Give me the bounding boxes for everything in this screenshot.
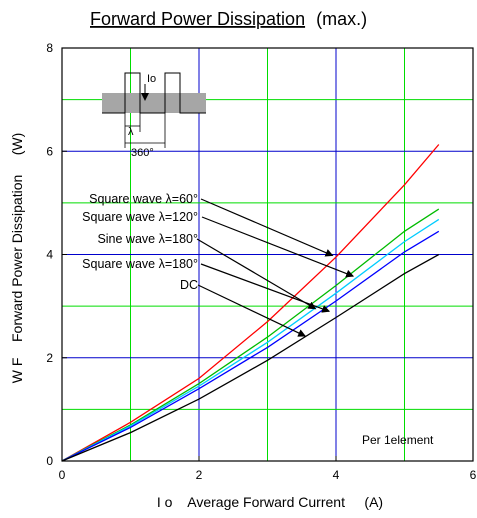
y-tick-label: 4 — [46, 248, 53, 262]
inset-pulse-waveform — [102, 72, 206, 114]
waveform-inset: Io λ 360° — [102, 72, 206, 159]
plot-frame — [61, 47, 474, 462]
y-tick-label: 2 — [46, 351, 53, 365]
curve-annotations: Square wave λ=60° Square wave λ=120° Sine … — [82, 192, 355, 337]
series-line-2 — [61, 208, 440, 462]
series-lines — [61, 144, 440, 462]
annotation-label-1: Square wave λ=60° — [89, 192, 198, 206]
y-axis-label: W F Forward Power Dissipation (W) — [9, 133, 25, 383]
inset-io-label: Io — [147, 73, 156, 85]
series-line-5 — [61, 253, 440, 462]
series-line-1 — [61, 144, 440, 462]
x-tick-label: 4 — [333, 468, 340, 482]
inset-bar — [102, 93, 206, 113]
per-element-note: Per 1element — [362, 433, 434, 447]
inset-lambda-label: λ — [128, 126, 134, 138]
annotation-label-5: DC — [180, 278, 198, 292]
x-tick-label: 0 — [59, 468, 66, 482]
y-tick-label: 0 — [46, 454, 53, 468]
x-axis-label: I o Average Forward Current (A) — [157, 494, 383, 510]
annotation-arrow-5 — [197, 284, 307, 337]
annotation-label-4: Square wave λ=180° — [82, 257, 198, 271]
inset-360-label: 360° — [131, 147, 154, 159]
chart-title-main: Forward Power Dissipation — [90, 9, 305, 29]
x-tick-label: 6 — [470, 468, 477, 482]
annotation-label-2: Square wave λ=120° — [82, 210, 198, 224]
annotation-arrow-2 — [201, 216, 355, 278]
chart-title: Forward Power Dissipation (max.) — [90, 9, 367, 29]
y-tick-label: 8 — [46, 41, 53, 55]
annotation-arrow-4 — [200, 263, 331, 313]
chart-title-suffix: (max.) — [316, 9, 367, 29]
series-line-4 — [61, 230, 440, 462]
annotation-arrow-1 — [200, 198, 334, 257]
annotation-arrow-3 — [196, 238, 317, 310]
annotation-label-3: Sine wave λ=180° — [97, 232, 198, 246]
y-tick-label: 6 — [46, 144, 53, 158]
series-line-3 — [61, 218, 440, 462]
x-tick-label: 2 — [196, 468, 203, 482]
